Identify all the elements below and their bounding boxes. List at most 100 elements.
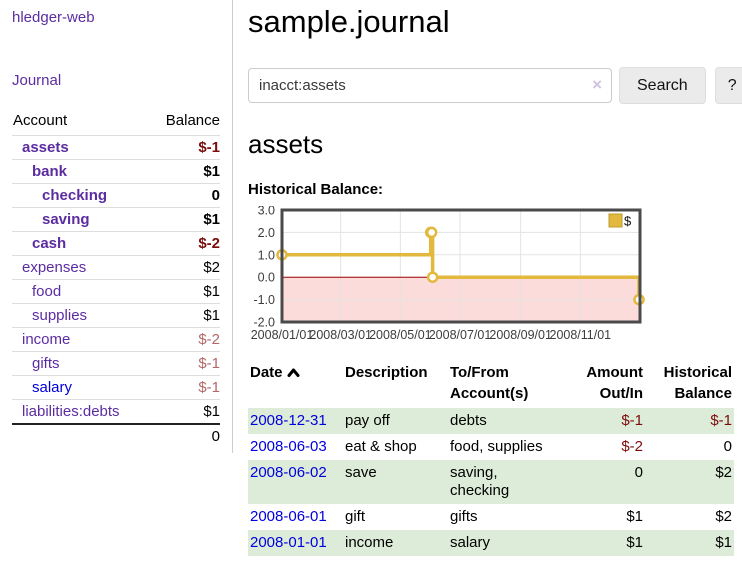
account-link[interactable]: assets <box>22 139 69 156</box>
transaction-amount: $-1 <box>621 412 643 429</box>
account-balance: $-2 <box>149 327 220 352</box>
accounts-total-row: 0 <box>12 423 220 449</box>
app: hledger-web Journal Account Balance asse… <box>0 0 742 570</box>
account-row: saving $1 <box>12 207 220 232</box>
svg-text:2008/01/01: 2008/01/01 <box>251 328 314 342</box>
account-link[interactable]: bank <box>32 163 68 180</box>
account-row: expenses $2 <box>12 255 220 280</box>
svg-text:2008/05/01: 2008/05/01 <box>369 328 432 342</box>
transaction-row: 2008-01-01 income salary $1 $1 <box>248 530 734 556</box>
brand-link[interactable]: hledger-web <box>12 9 95 26</box>
transaction-accounts: debts <box>450 412 487 429</box>
main-content: sample.journal × Search ? assets Histori… <box>233 0 742 570</box>
transaction-row: 2008-06-02 save saving, checking 0 $2 <box>248 460 734 504</box>
svg-text:3.0: 3.0 <box>258 206 275 218</box>
transaction-amount: $-2 <box>621 438 643 455</box>
account-balance: $-1 <box>149 351 220 376</box>
account-row: supplies $1 <box>12 303 220 328</box>
register-header-balance: Historical Balance <box>663 364 732 402</box>
search-button[interactable]: Search <box>619 67 706 104</box>
account-link[interactable]: saving <box>42 211 90 228</box>
account-link[interactable]: salary <box>32 379 73 396</box>
account-balance: $1 <box>149 399 220 424</box>
transaction-date-link[interactable]: 2008-06-01 <box>250 508 327 525</box>
register-header-amount: Amount Out/In <box>586 364 643 402</box>
account-heading: assets <box>248 129 324 159</box>
transaction-row: 2008-06-03 eat & shop food, supplies $-2… <box>248 434 734 460</box>
svg-text:1.0: 1.0 <box>258 248 275 262</box>
legend-swatch <box>608 213 623 228</box>
account-balance: $1 <box>149 207 220 232</box>
svg-text:-1.0: -1.0 <box>253 293 275 307</box>
account-link[interactable]: cash <box>32 235 67 252</box>
transaction-balance: $-1 <box>710 412 732 429</box>
transaction-row: 2008-06-01 gift gifts $1 $2 <box>248 504 734 530</box>
account-link[interactable]: expenses <box>22 259 87 276</box>
transaction-balance: 0 <box>723 438 732 455</box>
svg-text:-2.0: -2.0 <box>253 316 275 330</box>
accounts-table: Account Balance assets $-1 bank $1 check… <box>12 108 220 449</box>
search-input-wrap: × <box>248 68 612 103</box>
transaction-balance: $1 <box>715 534 732 551</box>
register-header-row: Date Description To/From Account(s) Amou… <box>248 360 734 408</box>
data-point-marker <box>425 226 438 239</box>
historical-balance-chart: 3.0 2.0 1.0 0.0 -1.0 -2.02008/01/012008/03/01… <box>251 206 645 342</box>
svg-text:2008/03/01: 2008/03/01 <box>309 328 372 342</box>
account-row: liabilities:debts $1 <box>12 399 220 424</box>
plot-border <box>280 208 642 324</box>
account-link[interactable]: food <box>32 283 62 300</box>
account-balance: 0 <box>149 183 220 208</box>
svg-text:2008/09/01: 2008/09/01 <box>489 328 552 342</box>
transaction-balance: $2 <box>715 464 732 481</box>
transaction-balance: $2 <box>715 508 732 525</box>
account-balance: $1 <box>149 303 220 328</box>
transaction-description: save <box>345 464 377 481</box>
transaction-amount: $1 <box>626 508 643 525</box>
transaction-date-link[interactable]: 2008-01-01 <box>250 534 327 551</box>
account-row: salary $-1 <box>12 375 220 400</box>
account-link[interactable]: liabilities:debts <box>22 403 120 420</box>
transaction-accounts: saving, checking <box>450 464 510 499</box>
account-link[interactable]: gifts <box>32 355 60 372</box>
account-link[interactable]: supplies <box>32 307 88 324</box>
accounts-header-row: Account Balance <box>12 108 220 136</box>
sidebar-item-journal[interactable]: Journal <box>12 72 62 89</box>
transaction-accounts: food, supplies <box>450 438 543 455</box>
svg-text:0.0: 0.0 <box>258 271 275 285</box>
sort-ascending-icon <box>287 363 300 384</box>
chart-title: Historical Balance: <box>248 181 384 198</box>
transaction-amount: 0 <box>634 464 643 481</box>
svg-text:2008/07/01: 2008/07/01 <box>429 328 492 342</box>
account-row: checking 0 <box>12 183 220 208</box>
account-link[interactable]: checking <box>42 187 108 204</box>
account-balance: $-2 <box>149 231 220 256</box>
transaction-date-link[interactable]: 2008-06-02 <box>250 464 327 481</box>
transaction-description: gift <box>345 508 366 525</box>
account-balance: $1 <box>149 279 220 304</box>
transaction-description: income <box>345 534 394 551</box>
page-title: sample.journal <box>248 4 450 39</box>
accounts-header-account: Account <box>13 112 68 129</box>
account-row: cash $-2 <box>12 231 220 256</box>
transaction-amount: $1 <box>626 534 643 551</box>
transaction-date-link[interactable]: 2008-12-31 <box>250 412 327 429</box>
data-point-marker <box>426 271 439 283</box>
search-input[interactable] <box>248 68 612 103</box>
transaction-description: pay off <box>345 412 390 429</box>
help-button[interactable]: ? <box>714 67 742 104</box>
account-row: assets $-1 <box>12 135 220 160</box>
accounts-total-value: 0 <box>149 423 220 449</box>
register-header-description: Description <box>345 364 428 381</box>
account-link[interactable]: income <box>22 331 71 348</box>
clear-search-icon[interactable]: × <box>592 75 602 94</box>
transaction-date-link[interactable]: 2008-06-03 <box>250 438 327 455</box>
register-header-date[interactable]: Date <box>248 360 343 408</box>
sidebar: hledger-web Journal Account Balance asse… <box>0 0 233 453</box>
account-balance: $1 <box>149 159 220 184</box>
account-row: bank $1 <box>12 159 220 184</box>
transaction-description: eat & shop <box>345 438 417 455</box>
account-balance: $-1 <box>149 135 220 160</box>
transaction-row: 2008-12-31 pay off debts $-1 $-1 <box>248 408 734 434</box>
register-table: Date Description To/From Account(s) Amou… <box>248 360 734 556</box>
transaction-accounts: salary <box>450 534 491 551</box>
